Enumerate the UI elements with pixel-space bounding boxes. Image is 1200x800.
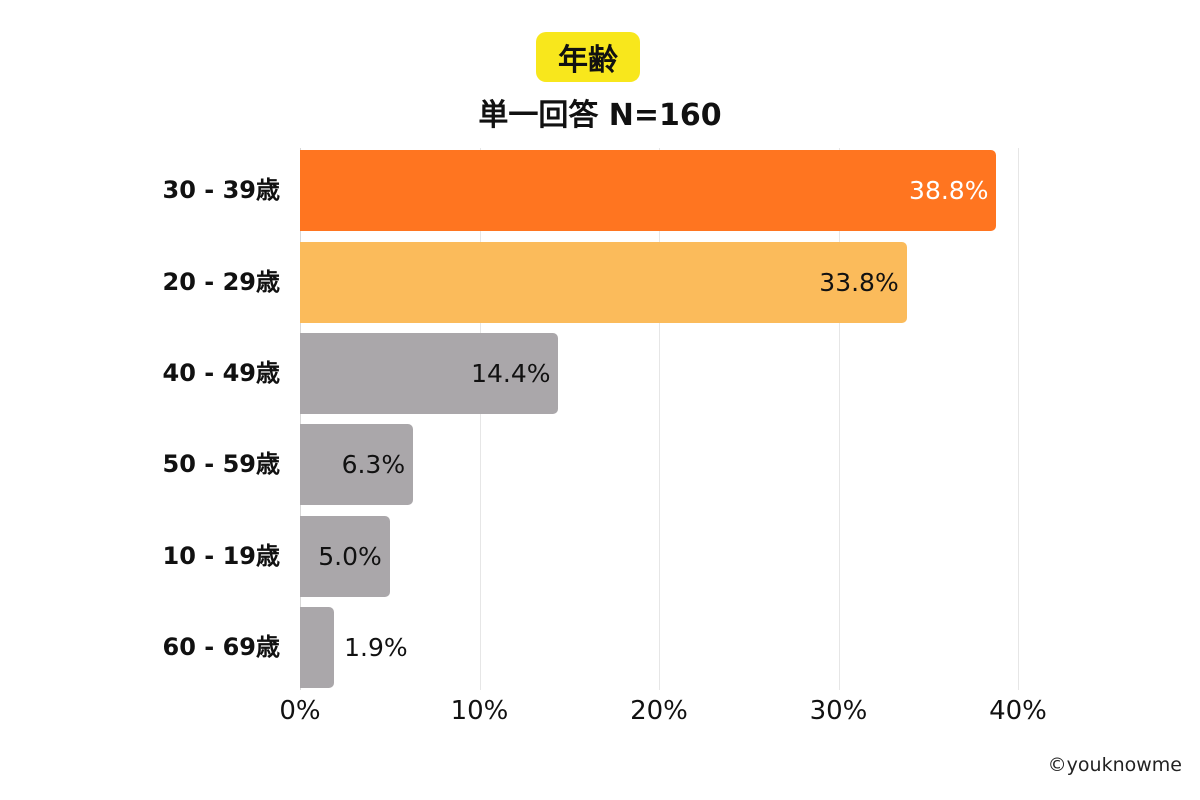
- plot-area: 38.8% 33.8% 14.4% 6.3% 5.0% 1.9%: [300, 148, 1019, 690]
- bar-value-label: 1.9%: [344, 633, 408, 662]
- category-label: 10 - 19歳: [162, 542, 280, 570]
- x-tick-label: 20%: [630, 696, 688, 726]
- copyright-credit: ©youknowme: [1047, 754, 1182, 776]
- x-tick-label: 30%: [809, 696, 868, 726]
- bar-value-label: 14.4%: [471, 359, 551, 388]
- gridline: [1018, 148, 1019, 690]
- category-label: 60 - 69歳: [162, 633, 280, 661]
- chart-title: 年齢: [558, 43, 618, 78]
- x-tick-label: 10%: [450, 696, 509, 726]
- chart-subtitle: 単一回答 N=160: [478, 98, 722, 133]
- bar: [300, 333, 559, 414]
- gridline: [838, 148, 840, 690]
- category-label: 30 - 39歳: [162, 176, 280, 204]
- bar-value-label: 6.3%: [341, 450, 406, 479]
- bar-value-label: 5.0%: [318, 542, 382, 571]
- x-tick-label: 40%: [989, 696, 1047, 726]
- bar: [300, 424, 414, 505]
- y-axis-line: [300, 148, 301, 690]
- bar: [300, 242, 907, 323]
- gridline: [479, 148, 481, 690]
- bar: [300, 607, 335, 688]
- category-label: 40 - 49歳: [162, 359, 280, 387]
- bar-value-label: 33.8%: [819, 268, 899, 297]
- category-label: 20 - 29歳: [162, 268, 280, 296]
- bar: [300, 150, 997, 231]
- chart-title-badge: 年齢: [536, 32, 640, 82]
- category-label: 50 - 59歳: [162, 450, 280, 478]
- bar: [300, 516, 390, 597]
- x-tick-label: 0%: [279, 696, 321, 726]
- gridline: [659, 148, 660, 690]
- bar-value-label: 38.8%: [909, 176, 989, 205]
